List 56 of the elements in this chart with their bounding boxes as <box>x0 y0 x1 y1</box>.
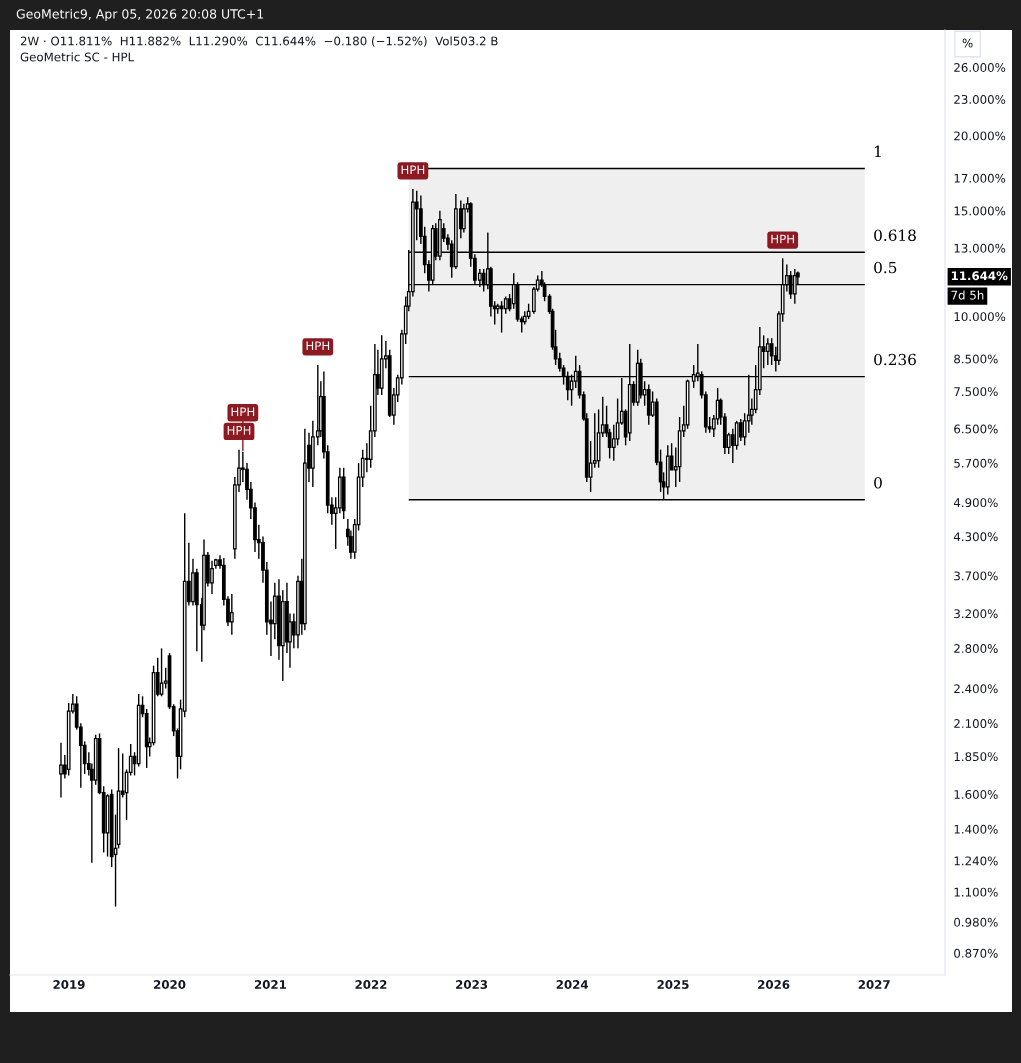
y-tick-label: 3.200% <box>954 609 998 619</box>
y-tick-label: 1.400% <box>954 824 998 834</box>
x-tick-label: 2026 <box>758 980 790 989</box>
chart-subtitle: 2W · O11.811% H11.882% L11.290% C11.644% −0.180 (−1.52%) Vol503.2 B <box>20 36 498 47</box>
y-tick-label: 7.500% <box>954 387 998 397</box>
y-tick-label: 8.500% <box>954 354 998 364</box>
text: % <box>962 38 973 48</box>
annotation: 0.618 <box>874 229 916 241</box>
y-tick-label: 4.900% <box>953 498 998 508</box>
annotation: HPH <box>401 165 425 175</box>
text: 7d 5h <box>951 290 984 300</box>
candlestick <box>738 418 743 442</box>
x-tick-label: 2021 <box>254 980 287 989</box>
candlestick <box>792 268 797 305</box>
annotation: 1 <box>875 145 881 157</box>
annotation: 0 <box>874 476 882 489</box>
x-tick-label: 2024 <box>556 980 589 989</box>
x-tick-label: 2025 <box>657 980 689 989</box>
y-tick-label: 10.000% <box>954 312 1006 322</box>
annotation: HPH <box>306 341 330 351</box>
x-tick-label: 2019 <box>53 980 85 989</box>
y-tick-label: 26.000% <box>954 63 1006 72</box>
x-tick-label: 2020 <box>154 980 186 989</box>
y-tick-label: 4.300% <box>953 532 998 542</box>
y-tick-label: 23.000% <box>954 95 1006 104</box>
x-tick-label: 2022 <box>355 980 387 989</box>
y-tick-label: 20.000% <box>954 131 1006 141</box>
y-tick-label: 1.600% <box>954 789 998 799</box>
x-tick-label: 2027 <box>858 980 890 989</box>
y-tick-label: 0.870% <box>954 948 998 958</box>
y-tick-label: 2.100% <box>954 719 998 729</box>
y-tick-label: 13.000% <box>954 243 1006 253</box>
candlestick <box>210 559 214 595</box>
y-tick-label: 15.000% <box>954 206 1006 216</box>
candlestick <box>229 593 234 636</box>
y-tick-label: 5.700% <box>954 458 998 468</box>
annotation: 0.236 <box>874 353 916 366</box>
y-tick-label: 2.800% <box>954 644 998 654</box>
chart-title: GeoMetric9, Apr 05, 2026 20:08 UTC+1 <box>16 8 264 22</box>
annotation: HPH <box>231 407 255 417</box>
y-tick-label: 1.240% <box>954 856 998 866</box>
y-tick-label: 6.500% <box>954 424 998 434</box>
text: 11.644% <box>951 271 1008 281</box>
y-tick-label: 2.400% <box>954 684 998 694</box>
candlestick <box>765 337 770 366</box>
y-tick-label: 1.850% <box>954 752 998 762</box>
candlestick <box>59 741 63 799</box>
annotation: HPH <box>227 426 251 435</box>
y-tick-label: 0.980% <box>954 917 998 927</box>
x-tick-label: 2023 <box>456 980 488 989</box>
annotation: HPH <box>771 234 794 244</box>
y-tick-label: 1.100% <box>954 887 998 897</box>
y-tick-label: 3.700% <box>954 571 998 581</box>
annotation: GeoMetric SC - HPL <box>20 52 135 62</box>
y-tick-label: 17.000% <box>954 173 1006 183</box>
annotation: 0.5 <box>874 261 897 274</box>
